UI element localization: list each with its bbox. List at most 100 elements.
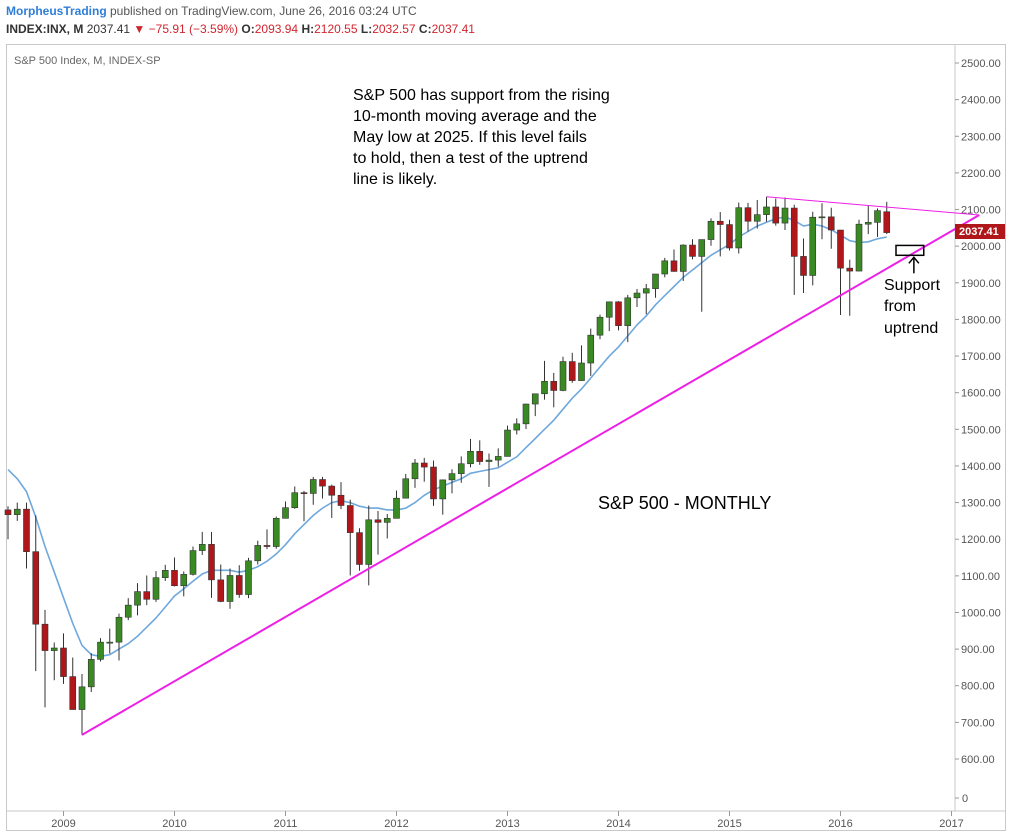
candle	[624, 294, 632, 343]
annotation-line: line is likely.	[353, 171, 437, 188]
price-label: 2100.00	[961, 205, 1001, 217]
candle	[245, 557, 252, 599]
candle-body	[143, 591, 151, 600]
annotation-line: S&P 500 has support from the rising	[353, 87, 610, 104]
time-axis[interactable]: 2009 2010 2011 2012 2013 2014 2015 2016 2017	[51, 811, 964, 830]
candle-body	[263, 545, 271, 547]
candle	[772, 198, 780, 226]
candle-body	[642, 288, 650, 294]
candle-body	[568, 361, 576, 381]
candle	[467, 438, 474, 468]
support-arrow-head	[908, 256, 920, 264]
candle-body	[550, 381, 558, 391]
quote-line: INDEX:INX, M 2037.41 ▼ −75.91 (−3.59%) O…	[6, 22, 475, 36]
price-axis[interactable]: 2500.00 2400.00 2300.00 2200.00 2100.00 2000.…	[955, 58, 1001, 805]
candle-body	[69, 676, 77, 710]
candle	[411, 458, 419, 488]
candle-body	[457, 463, 465, 474]
candle	[679, 244, 687, 281]
candle-body	[180, 574, 188, 587]
candle	[818, 203, 826, 240]
price-label: 800.00	[961, 681, 995, 693]
candle-body	[874, 210, 881, 223]
resistance-line	[766, 196, 980, 216]
price-label: 1100.00	[961, 571, 1000, 583]
candle-body	[356, 532, 363, 565]
candle	[541, 360, 548, 400]
candle	[374, 511, 382, 555]
candle	[32, 515, 40, 672]
candle-body	[171, 570, 178, 587]
candle-body	[846, 267, 854, 272]
symbol-label: INDEX:INX, M	[6, 22, 84, 36]
candle	[485, 453, 493, 487]
candle	[652, 273, 659, 298]
candle-body	[23, 508, 30, 552]
candle-body	[735, 207, 743, 249]
annotation-line: to hold, then a test of the uptrend	[353, 150, 588, 167]
time-label: 2010	[162, 818, 186, 830]
candle	[272, 516, 280, 549]
candle-body	[198, 544, 206, 551]
candle-body	[420, 462, 428, 468]
candle-body	[134, 591, 141, 606]
monthly-label: S&P 500 - MONTHLY	[598, 493, 771, 513]
publish-info: published on TradingView.com, June 26, 2…	[106, 4, 417, 18]
candle	[790, 204, 798, 295]
candle	[106, 628, 114, 654]
candle	[13, 502, 21, 521]
price-tag: 2037.41	[955, 224, 1005, 239]
candle-body	[346, 505, 354, 533]
candle-body	[78, 686, 86, 710]
price-label: 700.00	[961, 717, 995, 729]
publish-line: MorpheusTrading published on TradingView…	[6, 4, 417, 18]
candle	[670, 249, 678, 272]
candle-body	[41, 623, 49, 651]
candle-body	[217, 579, 225, 602]
candle	[420, 457, 428, 482]
annotation-line: May low at 2025. If this level fails	[353, 129, 587, 146]
candle	[726, 219, 733, 251]
price-label: 1200.00	[961, 534, 1001, 546]
open-label: O:	[241, 22, 255, 36]
candle-body	[781, 207, 789, 224]
candle-body	[337, 494, 345, 506]
candle	[494, 448, 502, 467]
candle	[513, 418, 521, 435]
author-link[interactable]: MorpheusTrading	[6, 4, 107, 18]
candle-body	[855, 223, 863, 272]
candle-body	[531, 393, 539, 405]
candle-body	[282, 507, 289, 519]
candle-body	[4, 509, 12, 515]
price-label: 2200.00	[961, 168, 1001, 180]
candle-body	[124, 604, 132, 618]
candle-body	[772, 206, 780, 224]
candle-body	[309, 479, 317, 494]
candle-body	[716, 220, 724, 225]
candle	[161, 564, 169, 581]
price-label: 1600.00	[961, 388, 1001, 400]
candle-body	[411, 462, 419, 480]
price-label: 1300.00	[961, 498, 1001, 510]
open-value: 2093.94	[254, 22, 299, 36]
candle	[642, 283, 650, 315]
chart-legend: S&P 500 Index, M, INDEX-SP	[14, 55, 161, 67]
candle	[365, 505, 373, 586]
candle	[864, 205, 872, 235]
candle-body	[328, 485, 336, 496]
candle-body	[97, 641, 104, 660]
chart-frame	[6, 44, 1006, 831]
candle	[69, 657, 77, 710]
candle	[393, 490, 400, 519]
candle	[402, 474, 410, 499]
candle	[827, 207, 835, 249]
candle	[698, 239, 706, 312]
time-label: 2012	[384, 818, 408, 830]
candle-body	[513, 423, 521, 431]
candle-body	[679, 244, 687, 272]
candle-body	[864, 222, 872, 225]
candle	[143, 575, 151, 606]
candle	[476, 440, 484, 465]
candle	[217, 564, 225, 603]
